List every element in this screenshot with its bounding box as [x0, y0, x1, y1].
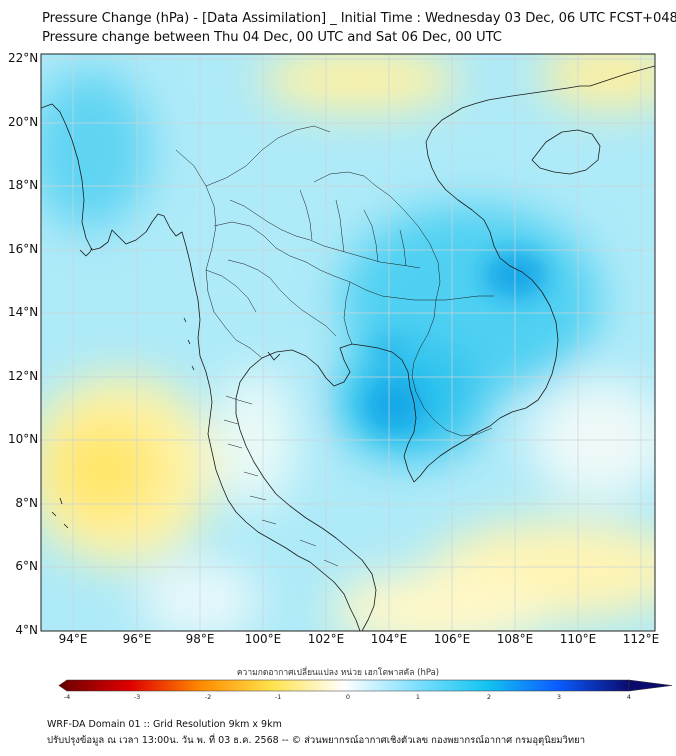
lat-label-14: 14°N	[8, 305, 39, 319]
colorbar-tick: 4	[626, 693, 632, 701]
update-credit: ปรับปรุงข้อมูล ณ เวลา 13:00น. วัน พ. ที่…	[47, 735, 586, 746]
lat-label-8: 8°N	[15, 496, 38, 510]
admin-borders	[175, 125, 494, 567]
lon-label-100: 100°E	[244, 632, 282, 646]
colorbar-max-arrow	[628, 679, 673, 692]
lat-label-22: 22°N	[8, 51, 39, 65]
lon-label-110: 110°E	[559, 632, 597, 646]
lon-label-96: 96°E	[122, 632, 152, 646]
lon-label-94: 94°E	[58, 632, 88, 646]
colorbar-tick: -3	[133, 693, 141, 701]
colorbar-tick: -1	[274, 693, 282, 701]
colorbar-body	[58, 679, 630, 692]
lon-label-104: 104°E	[370, 632, 408, 646]
lat-label-18: 18°N	[8, 178, 39, 192]
lat-label-6: 6°N	[15, 559, 38, 573]
lon-label-106: 106°E	[433, 632, 471, 646]
lon-label-98: 98°E	[185, 632, 215, 646]
lon-label-102: 102°E	[307, 632, 345, 646]
model-info: WRF-DA Domain 01 :: Grid Resolution 9km …	[47, 719, 282, 730]
colorbar-label: ความกดอากาศเปลี่ยนแปลง หน่วย เฮกโตพาสคัล…	[236, 668, 440, 678]
colorbar-tick: 1	[415, 693, 421, 701]
map-frame	[40, 53, 656, 632]
lon-label-112: 112°E	[622, 632, 660, 646]
colorbar-tick: 0	[345, 693, 351, 701]
colorbar-tick: -2	[204, 693, 212, 701]
lat-label-16: 16°N	[8, 242, 39, 256]
colorbar	[58, 679, 673, 692]
colorbar-tick: 3	[556, 693, 562, 701]
lat-label-12: 12°N	[8, 369, 39, 383]
colorbar-tick: 2	[486, 693, 492, 701]
map-title: Pressure Change (hPa) - [Data Assimilati…	[42, 11, 676, 26]
coastlines	[41, 65, 655, 631]
lon-label-108: 108°E	[496, 632, 534, 646]
pressure-field	[41, 54, 655, 631]
lat-label-10: 10°N	[8, 432, 39, 446]
graticule	[41, 54, 655, 631]
lat-label-20: 20°N	[8, 115, 39, 129]
lat-label-4: 4°N	[15, 623, 38, 637]
colorbar-min-arrow	[59, 680, 67, 691]
map-subtitle: Pressure change between Thu 04 Dec, 00 U…	[42, 30, 502, 45]
colorbar-tick: -4	[63, 693, 71, 701]
